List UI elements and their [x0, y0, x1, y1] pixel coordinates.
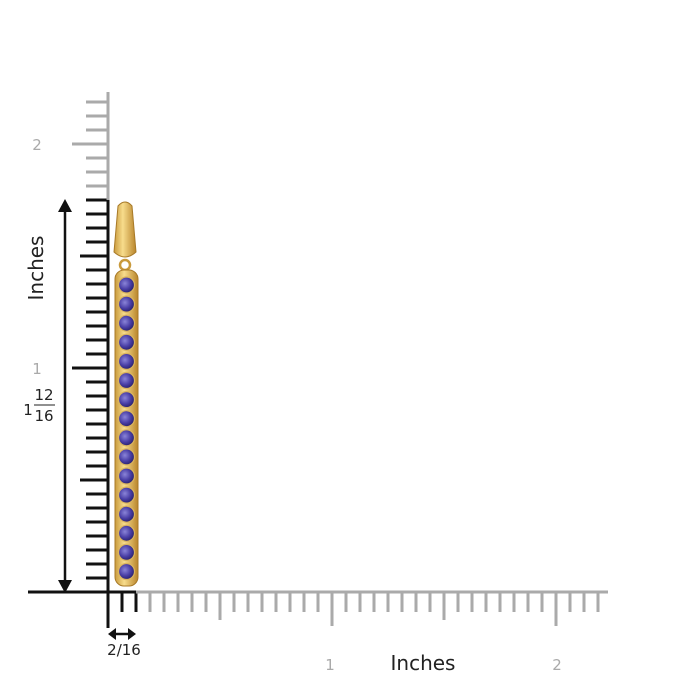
- h-tick-label: 2: [552, 656, 562, 674]
- stone: [117, 562, 136, 581]
- stone: [117, 295, 136, 313]
- arrow-heads: [108, 628, 136, 640]
- stone: [117, 448, 136, 466]
- height-whole: 1: [23, 401, 33, 419]
- height-denominator: 16: [34, 407, 53, 425]
- stone: [117, 410, 136, 428]
- jump-ring: [118, 258, 132, 272]
- h-axis-label: Inches: [391, 651, 456, 675]
- stone: [117, 486, 136, 504]
- stone: [117, 333, 136, 351]
- stone: [117, 505, 136, 523]
- v-tick-label: 1: [32, 360, 42, 378]
- stone: [117, 429, 136, 447]
- stone: [117, 467, 136, 485]
- v-axis-label: Inches: [24, 236, 48, 301]
- h-tick-label: 1: [325, 656, 335, 674]
- ruler-ticks: [72, 100, 600, 626]
- stone: [117, 524, 136, 542]
- v-tick-label: 2: [32, 136, 42, 154]
- stone: [117, 352, 136, 370]
- pendant: [113, 201, 139, 587]
- width-label: 2/16: [107, 641, 141, 659]
- stones: [117, 276, 136, 581]
- stone: [117, 276, 136, 294]
- stone: [117, 314, 136, 332]
- bar: [114, 269, 139, 587]
- stone: [117, 391, 136, 409]
- stone: [117, 371, 136, 390]
- stone: [117, 543, 136, 562]
- height-numerator: 12: [34, 386, 53, 404]
- bail: [113, 201, 137, 258]
- label-bg: [22, 385, 58, 427]
